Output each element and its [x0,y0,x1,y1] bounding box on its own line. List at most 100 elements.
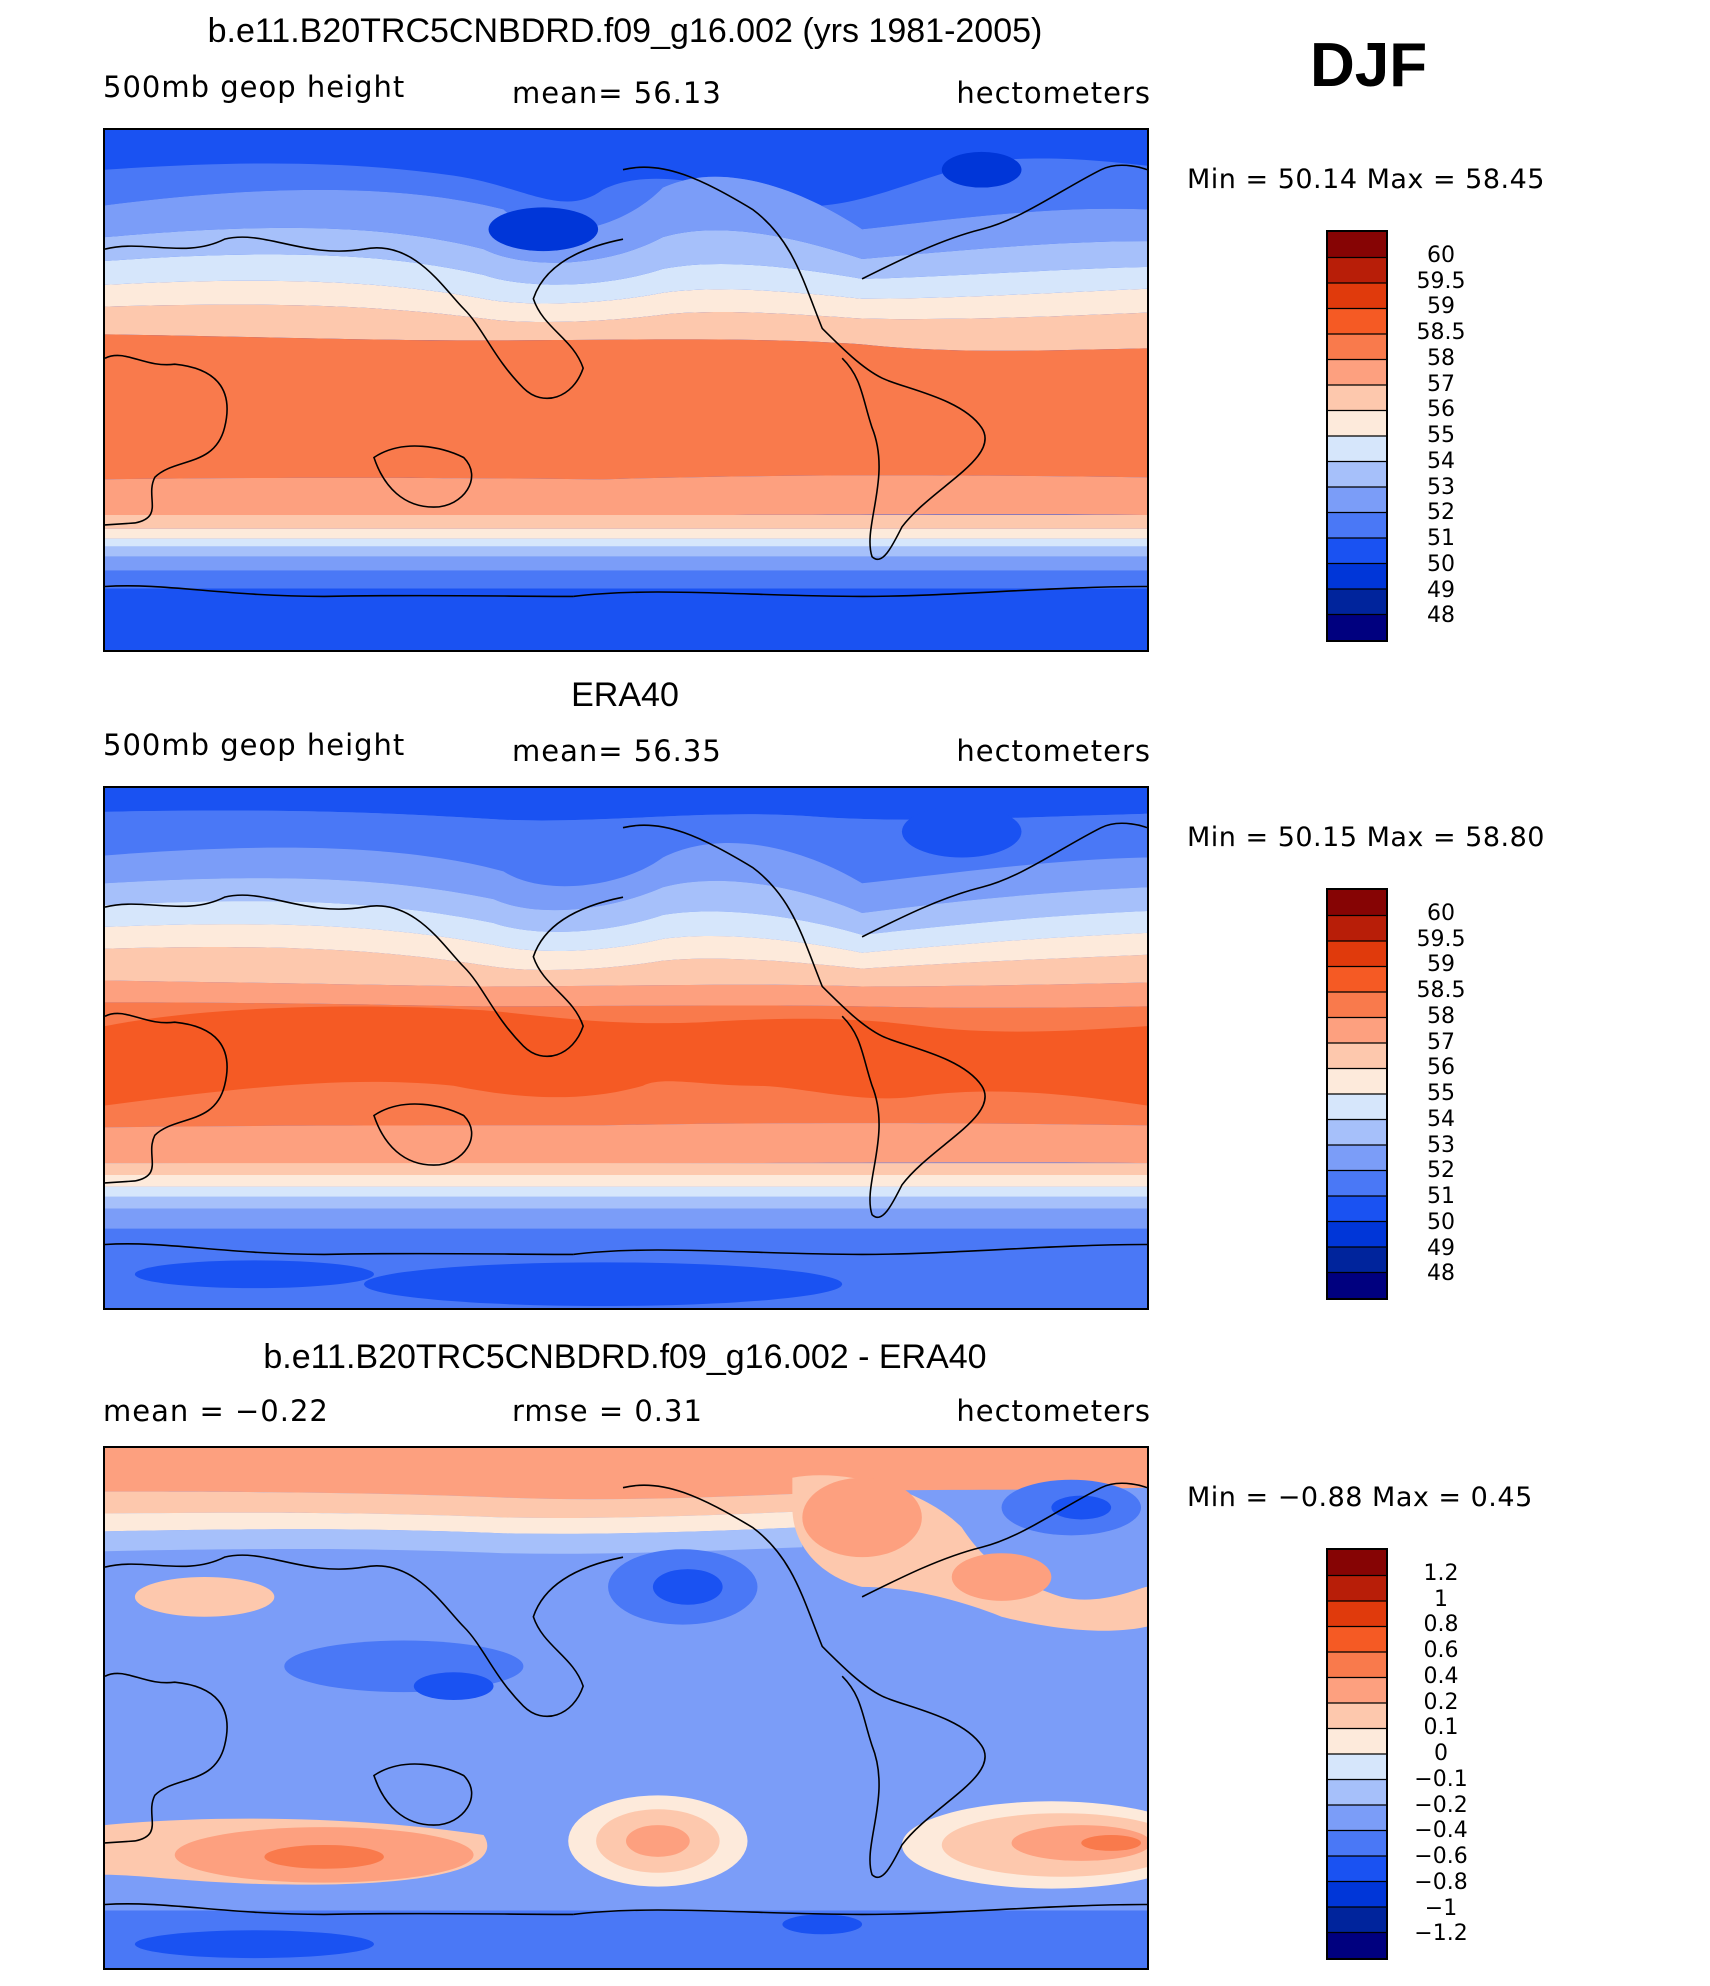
colorbar-label: −0.8 [1414,1869,1468,1895]
panel3-colorbar-labels: 1.2 1 0.8 0.6 0.4 0.2 0.1 0 −0.1 −0.2 −0.4 −0.6 −0.8… [1402,1548,1492,1960]
colorbar-box [1328,283,1386,309]
colorbar-box [1328,1043,1386,1069]
panel2-variable-label: 500mb geop height [103,728,406,762]
colorbar-box [1328,436,1386,462]
colorbar-box [1328,1221,1386,1248]
colorbar-label: 59.5 [1416,268,1466,294]
colorbar-label: 1.2 [1423,1560,1459,1586]
panel1-map [103,128,1149,652]
panel3-minmax: Min = −0.88 Max = 0.45 [1187,1482,1533,1513]
colorbar-label: 59.5 [1416,926,1466,952]
panel2-colorbar [1326,888,1388,1300]
colorbar-box [1328,512,1386,539]
panel3-colorbar [1326,1548,1388,1960]
panel1-mean-label: mean= 56.13 [512,76,722,110]
colorbar-box [1328,1145,1386,1171]
colorbar-box [1328,1856,1386,1882]
colorbar-label: 58.5 [1416,978,1466,1003]
panel1-colorbar-labels: 60 59.5 59 58.5 58 57 56 55 54 53 52 51 50 49 48 [1402,230,1492,642]
panel2-colorbar-labels: 60 59.5 59 58.5 58 57 56 55 54 53 52 51 50 49 48 [1402,888,1492,1300]
colorbar-box [1328,1805,1386,1831]
colorbar-box [1328,1196,1386,1222]
colorbar-box [1328,1754,1386,1780]
colorbar-box [1328,915,1386,942]
colorbar-box [1328,1677,1386,1704]
colorbar-label: −0.1 [1414,1766,1468,1792]
colorbar-box [1328,1881,1386,1908]
colorbar-box [1328,1830,1386,1857]
colorbar-label: −1 [1424,1895,1458,1921]
colorbar-label: 53 [1427,1132,1455,1158]
colorbar-box [1328,538,1386,564]
colorbar-label: −0.6 [1414,1844,1468,1869]
colorbar-label: 56 [1427,1055,1455,1081]
panel3-mean-label: mean = −0.22 [103,1394,329,1428]
colorbar-box [1328,890,1386,916]
colorbar-box [1328,334,1386,360]
season-label: DJF [1310,31,1428,100]
colorbar-box [1328,1550,1386,1576]
panel2-title: ERA40 [571,676,679,714]
colorbar-label: 48 [1427,1261,1455,1287]
colorbar-box [1328,1728,1386,1755]
colorbar-box [1328,1094,1386,1120]
panel1-title: b.e11.B20TRC5CNBDRD.f09_g16.002 (yrs 198… [207,12,1043,50]
colorbar-box [1328,1119,1386,1146]
colorbar-label: 0.6 [1423,1638,1459,1663]
panel3-title: b.e11.B20TRC5CNBDRD.f09_g16.002 - ERA40 [263,1338,987,1376]
colorbar-label: 0.1 [1423,1715,1459,1741]
colorbar-box [1328,966,1386,993]
colorbar-box [1328,1068,1386,1095]
colorbar-box [1328,992,1386,1018]
colorbar-box [1328,1652,1386,1678]
panel2-map-svg [105,788,1147,1308]
panel2-minmax: Min = 50.15 Max = 58.80 [1187,822,1545,853]
colorbar-label: 53 [1427,474,1455,500]
colorbar-label: 1 [1434,1586,1448,1612]
colorbar-box [1328,1247,1386,1273]
colorbar-label: 0.2 [1423,1689,1459,1715]
colorbar-box [1328,257,1386,284]
panel2-map [103,786,1149,1310]
panel2-units-label: hectometers [956,734,1151,768]
colorbar-box [1328,589,1386,615]
colorbar-label: 57 [1427,371,1455,397]
colorbar-label: −1.2 [1414,1921,1468,1947]
colorbar-label: −0.4 [1414,1818,1468,1844]
colorbar-label: 0.4 [1423,1663,1459,1689]
colorbar-box [1328,410,1386,437]
colorbar-label: 58.5 [1416,320,1466,345]
colorbar-box [1328,1703,1386,1729]
colorbar-box [1328,487,1386,513]
colorbar-box [1328,1626,1386,1653]
colorbar-box [1328,1779,1386,1806]
colorbar-box [1328,1601,1386,1627]
colorbar-label: 60 [1427,242,1455,268]
colorbar-label: −0.2 [1414,1792,1468,1818]
panel1-map-svg [105,130,1147,650]
colorbar-box [1328,385,1386,411]
colorbar-label: 0.8 [1423,1612,1459,1638]
colorbar-label: 50 [1427,551,1455,577]
colorbar-box [1328,1575,1386,1602]
colorbar-box [1328,1907,1386,1933]
colorbar-box [1328,461,1386,488]
panel3-units-label: hectometers [956,1394,1151,1428]
colorbar-label: 52 [1427,500,1455,526]
colorbar-box [1328,614,1386,640]
colorbar-label: 55 [1427,423,1455,448]
colorbar-label: 59 [1427,294,1455,320]
colorbar-label: 51 [1427,526,1455,551]
colorbar-label: 50 [1427,1209,1455,1235]
colorbar-label: 56 [1427,397,1455,423]
colorbar-label: 51 [1427,1184,1455,1209]
colorbar-label: 54 [1427,1106,1455,1132]
colorbar-label: 57 [1427,1029,1455,1055]
colorbar-box [1328,359,1386,386]
colorbar-box [1328,232,1386,258]
panel1-variable-label: 500mb geop height [103,70,406,104]
colorbar-label: 48 [1427,603,1455,629]
colorbar-label: 58 [1427,345,1455,371]
colorbar-box [1328,1932,1386,1958]
colorbar-label: 54 [1427,448,1455,474]
